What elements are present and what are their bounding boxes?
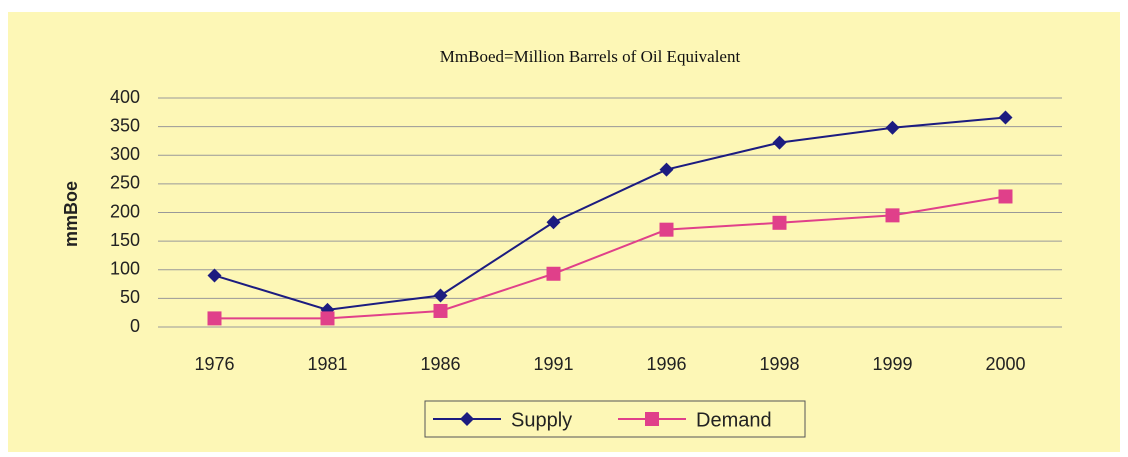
background <box>8 12 1120 452</box>
marker <box>460 412 474 426</box>
marker <box>320 311 335 326</box>
chart-title: MmBoed=Million Barrels of Oil Equivalent <box>440 47 741 66</box>
legend-label: Demand <box>696 409 772 431</box>
marker <box>207 311 222 326</box>
x-tick-label: 1986 <box>420 354 460 374</box>
series-line <box>214 195 1006 320</box>
y-tick-label: 0 <box>130 316 140 336</box>
marker <box>998 189 1013 204</box>
y-tick-label: 150 <box>110 230 140 250</box>
marker <box>207 268 222 283</box>
x-tick-label: 2000 <box>985 354 1025 374</box>
marker <box>659 162 674 177</box>
marker <box>645 412 659 426</box>
y-tick-label: 350 <box>110 115 140 135</box>
marker <box>885 120 900 135</box>
marker <box>546 215 561 230</box>
marker <box>659 222 674 237</box>
x-tick-label: 1976 <box>194 354 234 374</box>
x-tick-label: 1998 <box>759 354 799 374</box>
marker <box>772 215 787 230</box>
legend-label: Supply <box>511 409 572 431</box>
y-tick-label: 100 <box>110 259 140 279</box>
y-tick-label: 400 <box>110 87 140 107</box>
legend-box <box>424 400 806 438</box>
marker <box>772 135 787 150</box>
y-tick-label: 200 <box>110 201 140 221</box>
marker <box>998 110 1013 125</box>
marker <box>546 266 561 281</box>
y-tick-label: 50 <box>120 287 140 307</box>
marker <box>885 208 900 223</box>
y-tick-label: 250 <box>110 173 140 193</box>
y-tick-label: 300 <box>110 144 140 164</box>
y-axis-label: mmBoe <box>61 181 81 247</box>
marker <box>433 288 448 303</box>
x-tick-label: 1996 <box>646 354 686 374</box>
marker <box>433 303 448 318</box>
x-tick-label: 1999 <box>872 354 912 374</box>
series-line <box>214 116 1006 311</box>
x-tick-label: 1981 <box>307 354 347 374</box>
x-tick-label: 1991 <box>533 354 573 374</box>
